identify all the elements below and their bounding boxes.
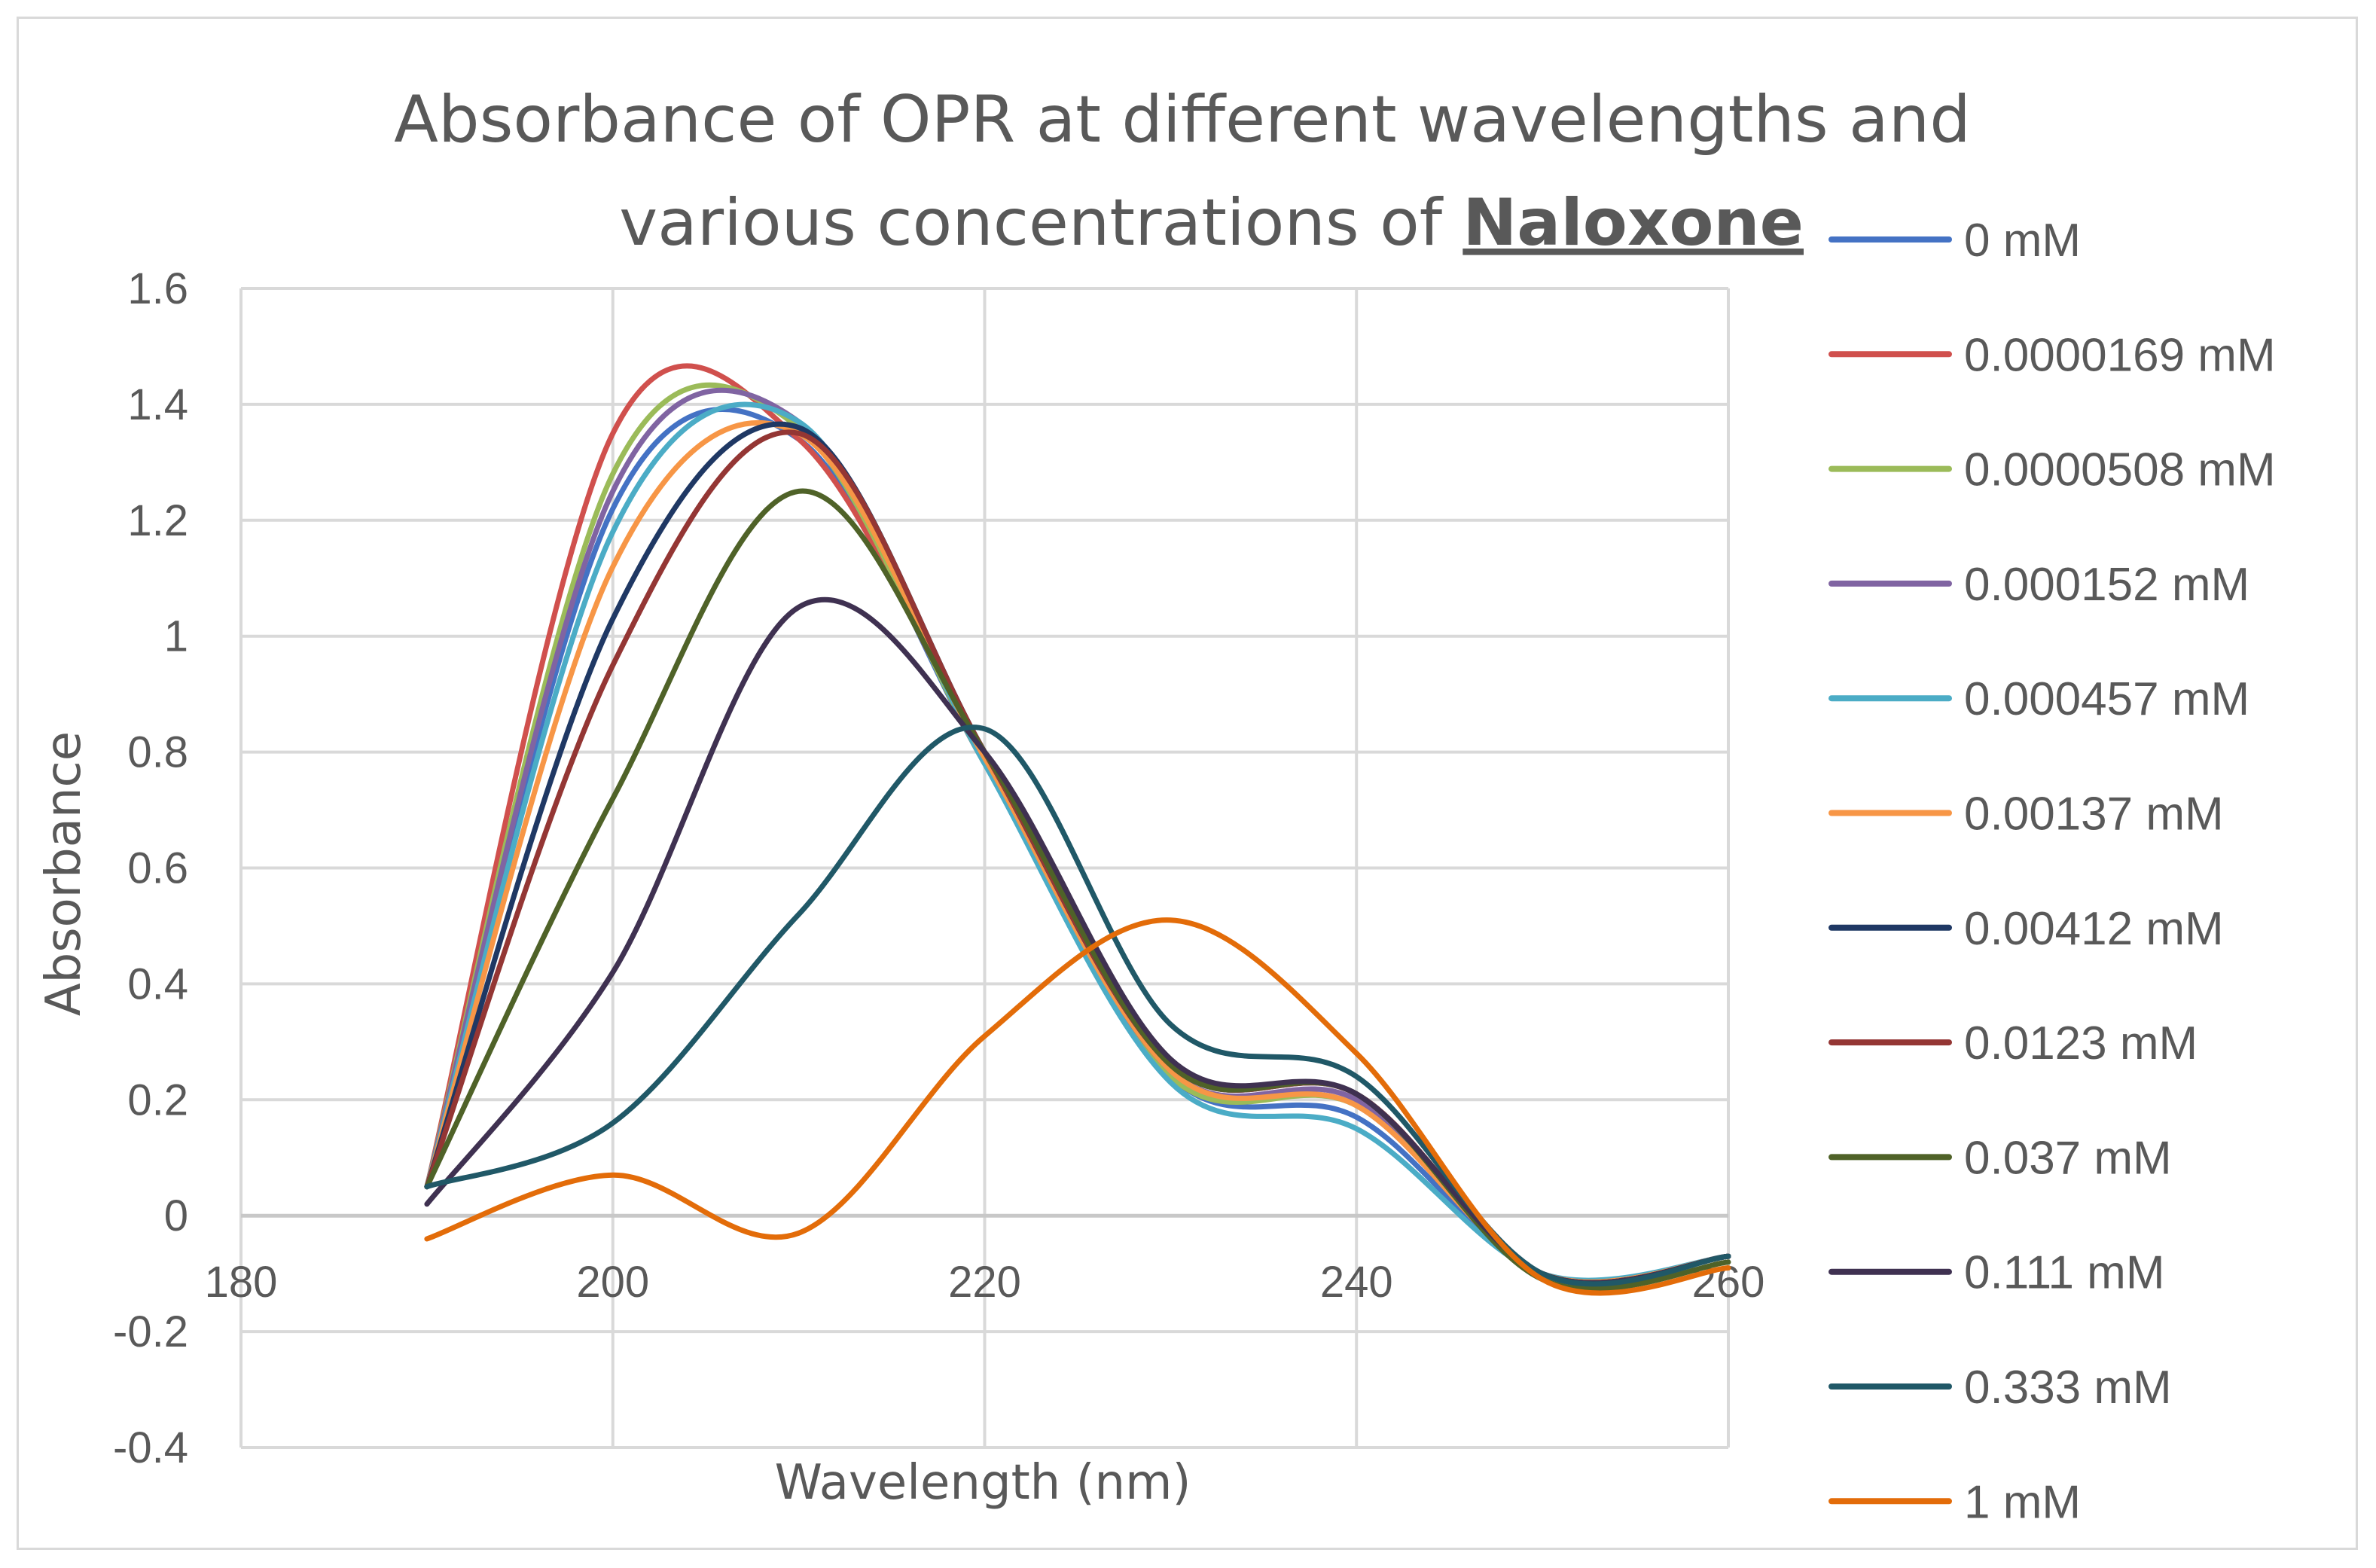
- title-line-2-text: various concentrations of: [619, 185, 1463, 261]
- series-line: [424, 387, 1731, 1286]
- series-line: [424, 407, 1731, 1284]
- x-tick-label: 240: [1320, 1258, 1393, 1307]
- series-line: [424, 917, 1731, 1296]
- legend-label: 0.111 mM: [1964, 1247, 2164, 1299]
- series-line: [424, 401, 1731, 1283]
- y-tick-label: 0.8: [127, 728, 188, 777]
- y-tick-label: -0.2: [113, 1307, 188, 1356]
- legend-label: 0.0000169 mM: [1964, 329, 2276, 381]
- legend-label: 0.00412 mM: [1964, 903, 2224, 955]
- y-tick-label: -0.4: [113, 1423, 188, 1472]
- series-line: [424, 488, 1731, 1292]
- title-emphasis: Naloxone: [1463, 185, 1804, 261]
- legend-label: 1 mM: [1964, 1476, 2081, 1528]
- legend-label: 0.333 mM: [1964, 1362, 2172, 1414]
- series-line: [424, 420, 1731, 1285]
- x-tick-label: 220: [948, 1258, 1021, 1307]
- title-line-1: Absorbance of OPR at different wavelengt…: [394, 82, 1971, 157]
- series-lines: [424, 363, 1731, 1296]
- series-line: [424, 725, 1731, 1287]
- y-tick-label: 0.2: [127, 1075, 188, 1124]
- legend-label: 0 mM: [1964, 215, 2081, 267]
- legend-label: 0.0123 mM: [1964, 1017, 2198, 1069]
- series-line: [424, 363, 1731, 1285]
- chart-frame: [17, 17, 2358, 1550]
- y-tick-label: 0: [164, 1191, 188, 1240]
- legend-label: 0.037 mM: [1964, 1132, 2172, 1184]
- legend-label: 0.00137 mM: [1964, 789, 2224, 840]
- x-tick-label: 200: [576, 1258, 649, 1307]
- y-tick-label: 1.6: [127, 264, 188, 313]
- x-tick-label: 180: [205, 1258, 278, 1307]
- x-axis-label: Wavelength (nm): [775, 1455, 1191, 1511]
- legend-label: 0.000152 mM: [1964, 559, 2249, 611]
- y-tick-label: 1.2: [127, 496, 188, 545]
- gridlines: [239, 287, 1730, 1449]
- legend: 0 mM 0.0000169 mM 0.0000508 mM 0.000152 mM 0…: [1829, 215, 2276, 1528]
- legend-label: 0.0000508 mM: [1964, 444, 2276, 496]
- y-tick-label: 1.4: [127, 380, 188, 429]
- y-tick-label: 0.6: [127, 844, 188, 893]
- y-axis-ticks: -0.4 -0.2 0 0.2 0.4 0.6 0.8 1 1.2 1.4 1.6: [113, 264, 188, 1472]
- y-axis-label: Absorbance: [36, 731, 92, 1016]
- legend-label: 0.000457 mM: [1964, 673, 2249, 725]
- y-tick-label: 1: [164, 612, 188, 661]
- y-tick-label: 0.4: [127, 959, 188, 1008]
- title-line-2: various concentrations of Naloxone: [619, 185, 1804, 261]
- chart-title: Absorbance of OPR at different wavelengt…: [394, 82, 1971, 261]
